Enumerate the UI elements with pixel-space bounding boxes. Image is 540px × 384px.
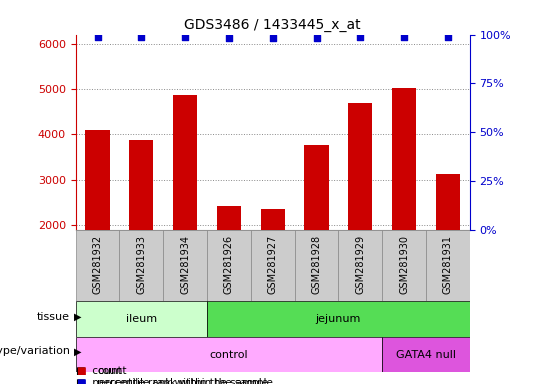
Point (268, 35, 277, 41)
Bar (207, 230, 251, 301)
Text: GSM281928: GSM281928 (312, 235, 321, 295)
Point (225, 35, 233, 41)
Bar (348, 103, 373, 230)
Text: GSM281929: GSM281929 (355, 235, 365, 295)
Bar (76, 230, 119, 301)
Bar (436, 174, 460, 230)
Text: count: count (97, 366, 127, 376)
Bar (295, 230, 339, 301)
Bar (217, 206, 241, 230)
Bar (339, 230, 382, 301)
Bar (119, 230, 163, 301)
Bar (163, 230, 207, 301)
Bar (261, 209, 285, 230)
Text: ▶: ▶ (74, 312, 82, 322)
Text: ▶: ▶ (74, 346, 82, 356)
Point (356, 33, 364, 40)
Text: ■: ■ (76, 378, 85, 384)
Text: GSM281927: GSM281927 (268, 235, 278, 295)
Bar (305, 145, 328, 230)
Point (181, 33, 190, 40)
Text: ■  percentile rank within the sample: ■ percentile rank within the sample (76, 378, 268, 384)
Bar (426, 230, 470, 301)
Bar (85, 130, 110, 230)
Text: GSM281932: GSM281932 (92, 235, 103, 295)
Bar (251, 230, 295, 301)
Text: GSM281934: GSM281934 (180, 235, 190, 294)
Point (400, 33, 408, 40)
Point (93, 33, 102, 40)
Point (137, 33, 146, 40)
Text: GSM281933: GSM281933 (136, 235, 146, 294)
Bar (173, 95, 197, 230)
Point (443, 33, 452, 40)
Text: ■: ■ (76, 366, 85, 376)
Bar (382, 230, 426, 301)
Bar (76, 301, 207, 337)
Text: jejunum: jejunum (316, 314, 361, 324)
Text: ■  count: ■ count (76, 366, 122, 376)
Text: GSM281930: GSM281930 (399, 235, 409, 294)
Text: tissue: tissue (37, 312, 70, 322)
Bar (129, 140, 153, 230)
Text: GSM281926: GSM281926 (224, 235, 234, 295)
Bar (76, 337, 382, 372)
Text: ileum: ileum (126, 314, 157, 324)
Point (312, 35, 321, 41)
Bar (392, 88, 416, 230)
Title: GDS3486 / 1433445_x_at: GDS3486 / 1433445_x_at (184, 18, 361, 32)
Bar (382, 337, 470, 372)
Bar (207, 301, 470, 337)
Text: genotype/variation: genotype/variation (0, 346, 70, 356)
Text: percentile rank within the sample: percentile rank within the sample (97, 378, 273, 384)
Text: GSM281931: GSM281931 (443, 235, 453, 294)
Text: control: control (210, 349, 248, 359)
Text: GATA4 null: GATA4 null (396, 349, 456, 359)
